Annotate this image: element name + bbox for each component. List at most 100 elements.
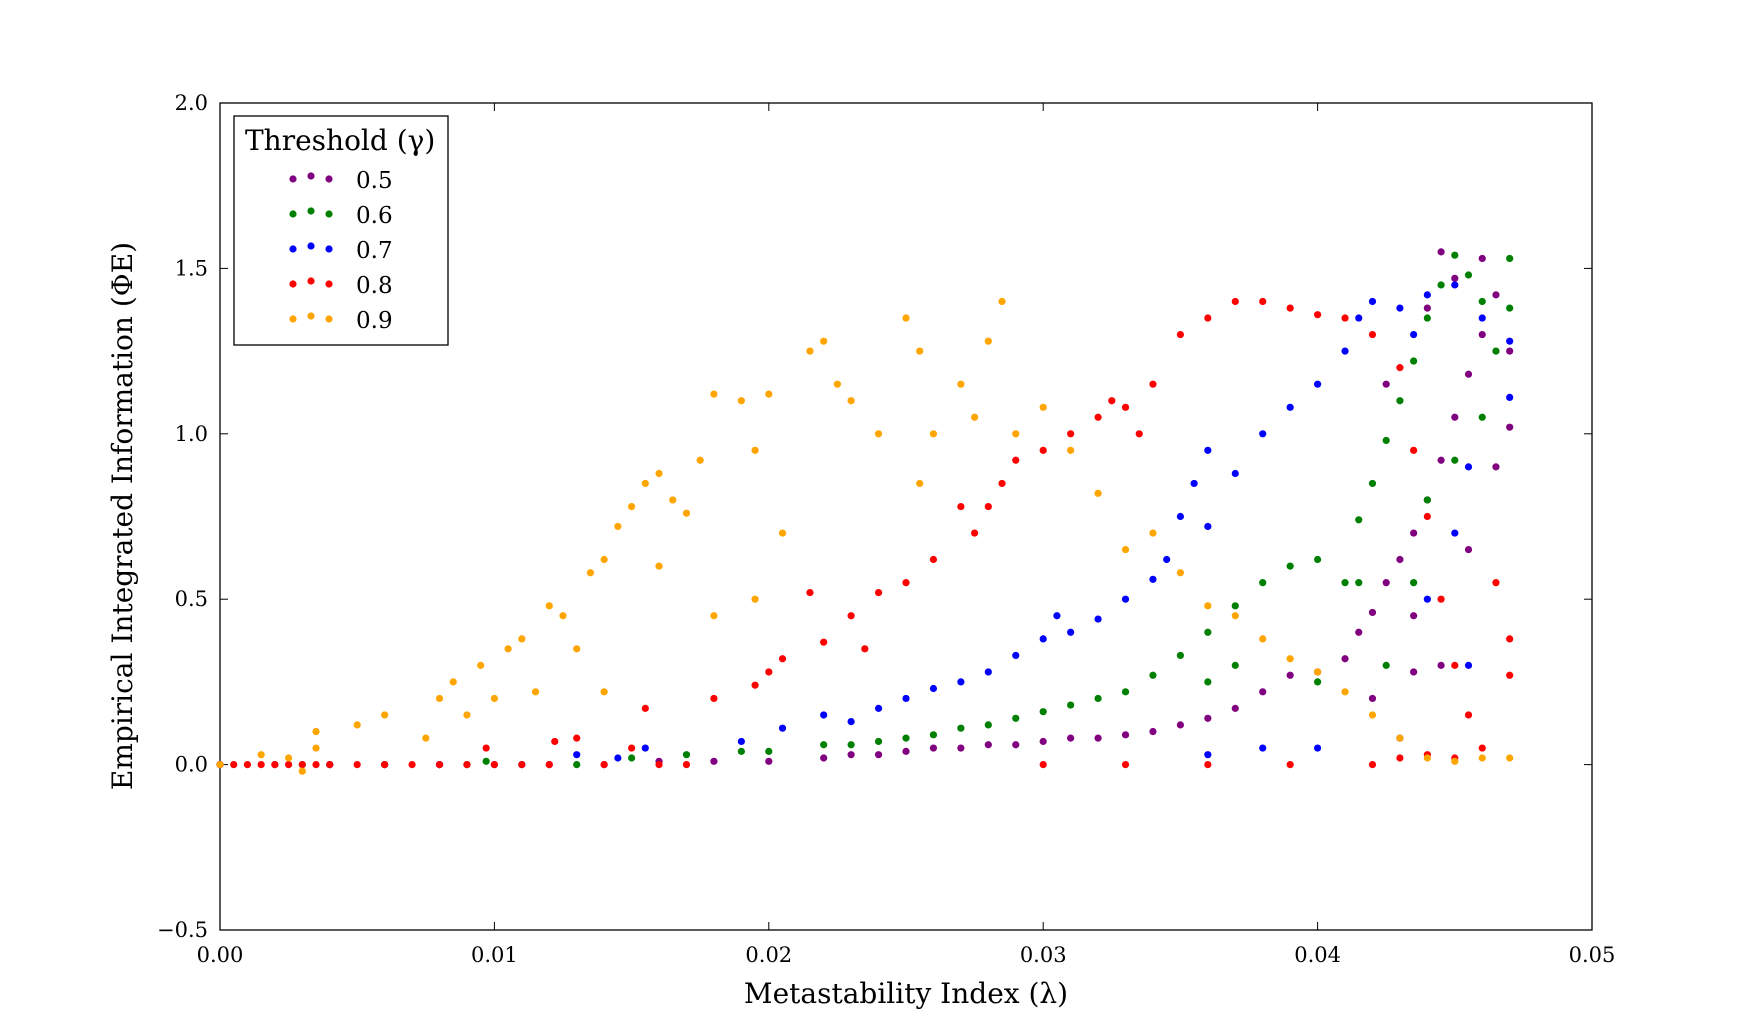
- data-point-0.7: [1067, 628, 1075, 636]
- data-point-0.8: [806, 588, 814, 597]
- data-point-0.8: [271, 761, 279, 769]
- legend-marker: [325, 245, 333, 253]
- data-point-0.5: [902, 747, 910, 755]
- data-point-0.7: [1464, 463, 1473, 471]
- data-point-0.7: [1506, 337, 1514, 345]
- data-point-0.8: [1259, 297, 1267, 306]
- data-point-0.8: [1396, 364, 1404, 372]
- data-point-0.8: [1464, 711, 1473, 719]
- data-point-0.6: [847, 741, 855, 749]
- data-point-0.9: [1396, 734, 1404, 742]
- data-point-0.9: [669, 496, 677, 504]
- data-point-0.7: [874, 704, 883, 712]
- data-point-0.7: [1464, 661, 1473, 669]
- y-tick-label: 2.0: [175, 91, 208, 115]
- data-point-0.7: [1259, 430, 1267, 438]
- data-point-0.7: [1410, 330, 1418, 339]
- x-axis-label: Metastability Index (λ): [744, 977, 1068, 1010]
- data-point-0.8: [820, 638, 828, 646]
- data-point-0.9: [285, 754, 293, 762]
- data-point-0.8: [551, 737, 559, 746]
- data-point-0.5: [847, 751, 855, 759]
- data-point-0.6: [984, 721, 992, 729]
- data-point-0.6: [1451, 251, 1459, 259]
- data-point-0.6: [765, 747, 773, 755]
- legend-label: 0.5: [356, 168, 393, 194]
- data-point-0.8: [1478, 744, 1486, 752]
- data-point-0.7: [1149, 575, 1157, 583]
- data-point-0.9: [257, 751, 265, 759]
- data-point-0.6: [1451, 456, 1459, 464]
- legend-marker: [289, 245, 297, 253]
- data-point-0.9: [820, 337, 828, 345]
- data-point-0.9: [1368, 711, 1377, 719]
- data-point-0.9: [655, 562, 663, 570]
- x-tick-label: 0.00: [197, 943, 244, 967]
- data-point-0.5: [1382, 380, 1390, 388]
- legend-marker: [307, 172, 315, 180]
- data-point-0.7: [984, 668, 992, 676]
- data-point-0.5: [1410, 668, 1418, 676]
- data-point-0.8: [1039, 446, 1047, 454]
- data-point-0.9: [902, 314, 910, 322]
- data-point-0.5: [1437, 456, 1445, 464]
- data-point-0.9: [1314, 668, 1322, 676]
- data-point-0.6: [1368, 479, 1377, 488]
- data-point-0.5: [1506, 347, 1514, 355]
- y-tick-label: 0.0: [175, 753, 208, 777]
- data-point-0.5: [1410, 612, 1418, 620]
- data-point-0.8: [1506, 671, 1514, 679]
- data-point-0.6: [902, 734, 910, 742]
- data-point-0.5: [1437, 661, 1445, 669]
- data-point-0.6: [1204, 628, 1212, 636]
- data-point-0.8: [778, 655, 787, 663]
- data-point-0.8: [1067, 430, 1075, 438]
- data-point-0.6: [1382, 436, 1390, 445]
- data-point-0.8: [1176, 330, 1184, 339]
- legend-marker: [307, 207, 315, 215]
- y-tick-label: 1.5: [175, 256, 208, 280]
- data-point-0.8: [1341, 314, 1349, 322]
- data-point-0.9: [1478, 754, 1486, 762]
- data-point-0.7: [1121, 595, 1130, 603]
- data-point-0.5: [957, 744, 965, 752]
- data-point-0.8: [463, 761, 471, 769]
- data-point-0.6: [1423, 314, 1431, 322]
- data-point-0.6: [1039, 708, 1047, 716]
- data-point-0.8: [435, 761, 444, 769]
- legend-label: 0.8: [356, 273, 393, 299]
- data-point-0.5: [984, 741, 992, 749]
- data-point-0.8: [902, 579, 910, 587]
- data-point-0.6: [1176, 651, 1184, 660]
- y-axis-label: Empirical Integrated Information (ΦE): [106, 242, 139, 790]
- data-point-0.6: [1478, 297, 1486, 306]
- data-point-0.5: [1437, 248, 1445, 256]
- data-point-0.7: [1012, 651, 1020, 660]
- data-point-0.6: [929, 731, 938, 739]
- data-point-0.5: [1286, 671, 1294, 679]
- data-point-0.9: [847, 397, 855, 405]
- data-point-0.8: [490, 761, 498, 769]
- legend-marker: [289, 175, 297, 183]
- data-point-0.5: [1506, 423, 1514, 431]
- data-point-0.8: [1121, 403, 1130, 411]
- data-point-0.6: [1506, 304, 1514, 312]
- data-point-0.7: [1259, 744, 1267, 752]
- data-point-0.8: [573, 734, 581, 742]
- data-point-0.5: [1410, 529, 1418, 537]
- data-point-0.5: [1464, 545, 1473, 554]
- data-point-0.8: [861, 645, 869, 653]
- data-point-0.6: [1341, 579, 1349, 587]
- data-point-0.9: [1039, 403, 1047, 411]
- data-point-0.7: [1163, 555, 1171, 564]
- data-point-0.7: [1478, 314, 1486, 322]
- data-point-0.9: [518, 635, 526, 643]
- data-point-0.8: [628, 744, 636, 752]
- data-point-0.8: [1451, 661, 1459, 669]
- data-point-0.9: [1231, 612, 1239, 620]
- data-point-0.9: [1121, 545, 1130, 554]
- data-point-0.8: [1094, 413, 1102, 421]
- data-point-0.7: [1451, 529, 1459, 537]
- data-point-0.7: [1396, 304, 1404, 312]
- data-point-0.6: [1094, 694, 1102, 703]
